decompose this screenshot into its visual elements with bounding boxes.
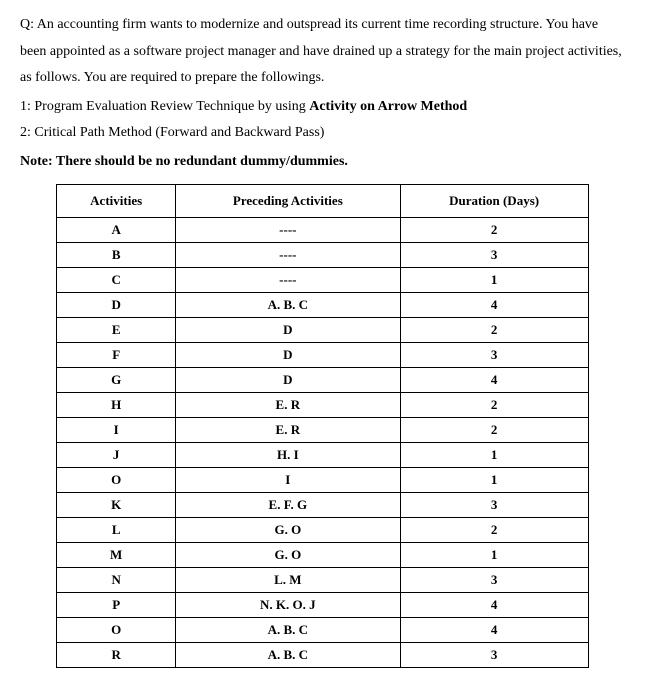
cell-preceding: D <box>176 342 401 367</box>
cell-activity: J <box>57 442 176 467</box>
cell-duration: 4 <box>400 617 588 642</box>
requirements-list: 1: Program Evaluation Review Technique b… <box>20 94 625 147</box>
table-row: PN. K. O. J4 <box>57 592 588 617</box>
cell-preceding: E. R <box>176 417 401 442</box>
cell-preceding: ---- <box>176 242 401 267</box>
cell-duration: 1 <box>400 442 588 467</box>
cell-preceding: D <box>176 317 401 342</box>
table-row: OA. B. C4 <box>57 617 588 642</box>
table-header-row: Activities Preceding Activities Duration… <box>57 184 588 217</box>
cell-duration: 4 <box>400 292 588 317</box>
cell-activity: O <box>57 467 176 492</box>
cell-duration: 3 <box>400 567 588 592</box>
cell-preceding: A. B. C <box>176 617 401 642</box>
cell-preceding: A. B. C <box>176 292 401 317</box>
cell-preceding: E. R <box>176 392 401 417</box>
table-row: NL. M3 <box>57 567 588 592</box>
cell-duration: 2 <box>400 217 588 242</box>
table-row: FD3 <box>57 342 588 367</box>
table-row: MG. O1 <box>57 542 588 567</box>
cell-preceding: ---- <box>176 267 401 292</box>
cell-activity: G <box>57 367 176 392</box>
table-row: IE. R2 <box>57 417 588 442</box>
cell-activity: H <box>57 392 176 417</box>
cell-duration: 1 <box>400 467 588 492</box>
cell-duration: 3 <box>400 242 588 267</box>
table-row: RA. B. C3 <box>57 642 588 667</box>
cell-activity: O <box>57 617 176 642</box>
cell-activity: P <box>57 592 176 617</box>
cell-preceding: ---- <box>176 217 401 242</box>
cell-activity: B <box>57 242 176 267</box>
cell-activity: I <box>57 417 176 442</box>
cell-preceding: A. B. C <box>176 642 401 667</box>
requirement-1-bold: Activity on Arrow Method <box>309 99 467 114</box>
table-row: HE. R2 <box>57 392 588 417</box>
table-row: KE. F. G3 <box>57 492 588 517</box>
table-row: ED2 <box>57 317 588 342</box>
cell-preceding: D <box>176 367 401 392</box>
question-intro: Q: An accounting firm wants to modernize… <box>20 12 625 92</box>
table-row: C----1 <box>57 267 588 292</box>
cell-preceding: H. I <box>176 442 401 467</box>
cell-duration: 3 <box>400 492 588 517</box>
cell-duration: 4 <box>400 592 588 617</box>
cell-activity: D <box>57 292 176 317</box>
cell-duration: 4 <box>400 367 588 392</box>
header-duration: Duration (Days) <box>400 184 588 217</box>
cell-preceding: L. M <box>176 567 401 592</box>
requirement-2: 2: Critical Path Method (Forward and Bac… <box>20 120 625 147</box>
cell-duration: 2 <box>400 317 588 342</box>
table-row: JH. I1 <box>57 442 588 467</box>
cell-preceding: N. K. O. J <box>176 592 401 617</box>
cell-activity: L <box>57 517 176 542</box>
cell-activity: C <box>57 267 176 292</box>
cell-activity: N <box>57 567 176 592</box>
cell-duration: 2 <box>400 517 588 542</box>
cell-preceding: E. F. G <box>176 492 401 517</box>
table-row: OI1 <box>57 467 588 492</box>
table-row: GD4 <box>57 367 588 392</box>
header-activities: Activities <box>57 184 176 217</box>
cell-duration: 2 <box>400 417 588 442</box>
intro-paragraph: Q: An accounting firm wants to modernize… <box>20 12 625 92</box>
table-row: B----3 <box>57 242 588 267</box>
note-text: Note: There should be no redundant dummy… <box>20 149 625 176</box>
cell-duration: 3 <box>400 342 588 367</box>
cell-activity: M <box>57 542 176 567</box>
table-row: LG. O2 <box>57 517 588 542</box>
activities-table: Activities Preceding Activities Duration… <box>56 184 588 668</box>
requirement-1-text: 1: Program Evaluation Review Technique b… <box>20 99 309 114</box>
table-row: A----2 <box>57 217 588 242</box>
cell-preceding: G. O <box>176 542 401 567</box>
cell-activity: E <box>57 317 176 342</box>
cell-duration: 1 <box>400 267 588 292</box>
header-preceding: Preceding Activities <box>176 184 401 217</box>
cell-duration: 3 <box>400 642 588 667</box>
cell-activity: R <box>57 642 176 667</box>
table-row: DA. B. C4 <box>57 292 588 317</box>
cell-activity: A <box>57 217 176 242</box>
cell-duration: 2 <box>400 392 588 417</box>
cell-duration: 1 <box>400 542 588 567</box>
cell-preceding: I <box>176 467 401 492</box>
cell-activity: K <box>57 492 176 517</box>
requirement-1: 1: Program Evaluation Review Technique b… <box>20 94 625 121</box>
cell-activity: F <box>57 342 176 367</box>
cell-preceding: G. O <box>176 517 401 542</box>
